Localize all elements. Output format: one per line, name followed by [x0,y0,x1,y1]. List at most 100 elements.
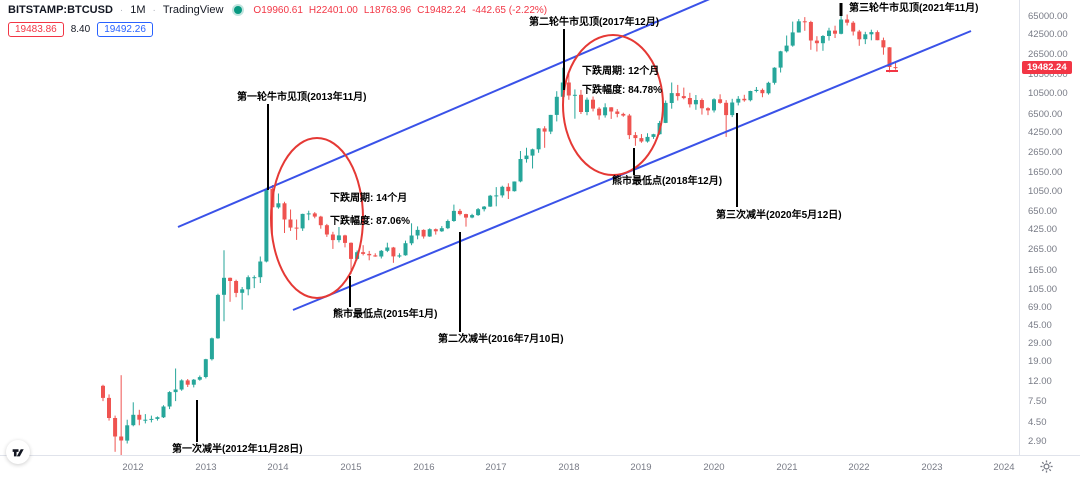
brand-label[interactable]: TradingView [162,4,224,16]
drop-circle-2014[interactable] [270,137,364,299]
candle-body [464,214,468,218]
chart-canvas[interactable] [0,0,1019,455]
candle-body [699,100,704,109]
open-value: O19960.61 [253,4,303,16]
candle-body [367,253,372,256]
price-axis-label: 16500.00 [1028,69,1068,80]
year-label: 2020 [703,462,725,473]
axis-settings-gear-icon[interactable] [1040,460,1053,478]
candle-body [766,82,771,94]
candle-body [639,138,644,142]
candle-body [609,107,614,112]
candle-body [349,242,353,259]
price-axis-label: 425.00 [1028,224,1058,235]
annotation-peak3: 第三轮牛市见顶(2021年11月) [849,3,979,14]
candle-body [687,98,692,105]
separator: · [119,4,124,16]
candle-body [167,392,172,407]
candle-body [651,134,656,137]
candle-body [839,19,844,34]
annotation-peak1: 第一轮牛市见顶(2013年11月) [237,92,367,103]
candle-body [627,115,632,136]
candle-body [361,252,366,254]
candle-body [179,380,184,390]
candle-body [518,159,523,182]
annotation-callout-lines [196,3,843,442]
candle-body [820,36,825,44]
candle-body [246,277,251,290]
candle-body [228,277,233,281]
candle-body [494,195,499,197]
candle-body [875,32,880,41]
ohlc-readout: O19960.61 H22401.00 L18763.96 C19482.24 … [253,5,547,16]
high-value: H22401.00 [308,4,358,16]
candle-body [597,108,602,116]
candle-body [457,210,462,215]
candle-body [524,155,529,160]
last-price-badge: 19482.24 [1022,61,1072,74]
candle-body [282,203,287,220]
annotation-peak2: 第二轮牛市见顶(2017年12月) [529,17,660,28]
candle-body [391,247,396,257]
close-value: C19482.24 [417,4,467,16]
tradingview-logo[interactable] [6,440,30,464]
price-axis-label: 1050.00 [1028,186,1063,197]
candle-body [222,277,226,295]
price-axis-label: 4.50 [1028,417,1047,428]
candle-body [191,379,196,385]
candlestick-series [101,14,898,455]
candle-body [373,255,378,257]
candle-body [845,19,850,23]
candle-body [645,136,650,142]
candle-body [784,45,789,52]
candle-body [603,107,608,116]
candle-body [209,338,214,360]
sell-price-button[interactable]: 19483.86 [8,22,64,37]
price-axis-label: 2650.00 [1028,147,1063,158]
candle-body [724,102,729,116]
annotation-peak2-drop-depth: 下跌幅度: 84.78% [582,85,663,96]
trend-channel[interactable] [177,0,972,311]
candle-body [748,91,753,101]
price-axis-label: 29.00 [1028,338,1052,349]
candle-body [778,51,783,68]
year-label: 2022 [848,462,870,473]
interval-label[interactable]: 1M [130,4,146,16]
candle-body [125,425,130,441]
candle-body [772,67,777,83]
symbol-title[interactable]: BITSTAMP:BTCUSD [8,4,113,16]
year-label: 2018 [558,462,580,473]
price-axis-label: 65000.00 [1028,11,1068,22]
price-axis-label: 4250.00 [1028,127,1063,138]
candle-body [470,215,475,218]
candle-body [669,93,674,103]
time-axis[interactable]: 2012 2013 2014 2015 2016 2017 2018 2019 2020 2021… [0,455,1080,478]
price-axis[interactable]: 19482.24 65000.00 42500.00 26500.00 16500.0… [1019,0,1080,455]
candle-body [560,82,565,97]
price-axis-label: 12.00 [1028,376,1052,387]
candle-body [869,32,874,35]
candle-body [796,21,801,33]
candle-body [681,96,686,99]
candle-body [445,221,450,229]
year-label: 2013 [195,462,217,473]
candle-body [814,40,819,44]
drop-circle-2018[interactable] [562,34,664,176]
buy-price-button[interactable]: 19492.26 [97,22,153,37]
price-axis-label: 69.00 [1028,302,1052,313]
candle-body [572,94,577,96]
candle-body [736,98,741,103]
candle-body [663,102,668,123]
price-axis-label: 165.00 [1028,265,1058,276]
candle-body [107,397,111,418]
candle-body [433,229,438,232]
candle-body [488,195,493,207]
candle-body [530,149,535,156]
candle-body [258,261,263,278]
candle-body [324,225,329,235]
price-axis-label: 650.00 [1028,206,1058,217]
annotation-peak1-drop-period: 下跌周期: 14个月 [330,193,408,204]
candle-body [863,34,868,40]
candle-body [403,243,408,256]
